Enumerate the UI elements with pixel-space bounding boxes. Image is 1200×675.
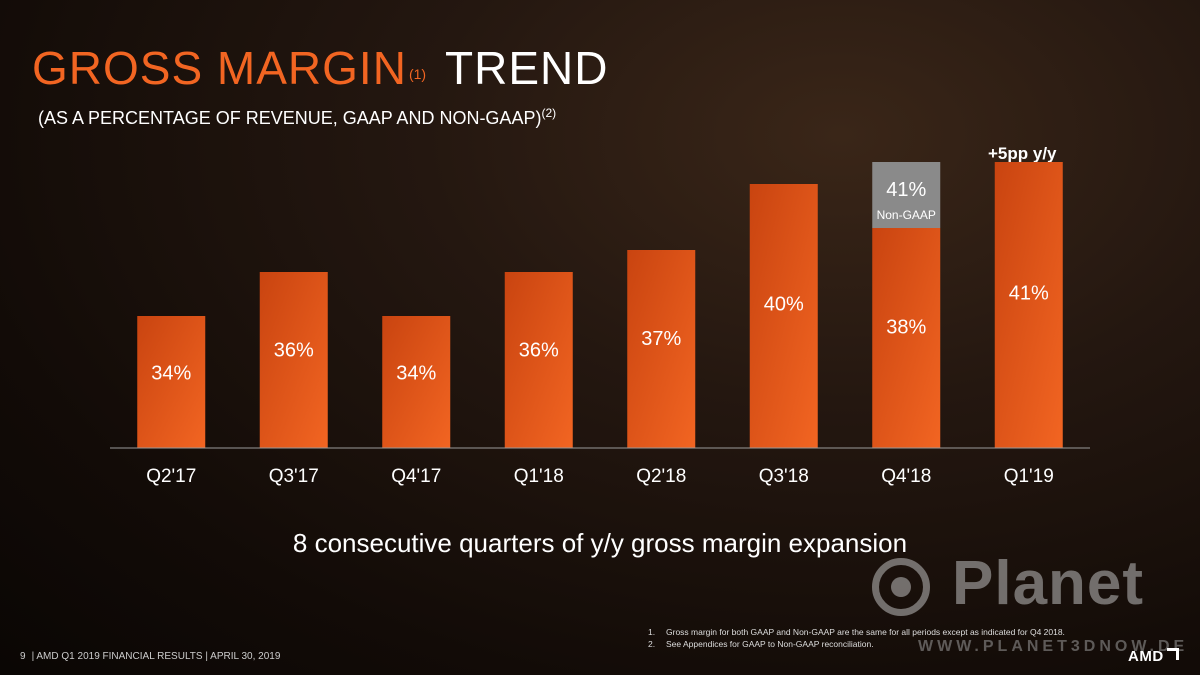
x-tick-label: Q3'17 xyxy=(269,466,319,487)
page-number: 9 xyxy=(20,651,26,662)
footnotes: 1. Gross margin for both GAAP and Non-GAA… xyxy=(648,626,1065,650)
bar-Q2'18 xyxy=(627,250,696,448)
tagline: 8 consecutive quarters of y/y gross marg… xyxy=(292,528,908,558)
title-accent: GROSS MARGIN xyxy=(32,42,407,94)
x-tick-label: Q3'18 xyxy=(759,466,809,487)
watermark: Planet WWW.PLANET3DNOW.DE xyxy=(868,549,1188,655)
subtitle-text: (AS A PERCENTAGE OF REVENUE, GAAP AND NO… xyxy=(38,108,542,128)
footer-text: | AMD Q1 2019 FINANCIAL RESULTS | APRIL … xyxy=(31,651,281,662)
x-tick-label: Q2'18 xyxy=(636,466,686,487)
page-subtitle: (AS A PERCENTAGE OF REVENUE, GAAP AND NO… xyxy=(38,106,556,129)
footnote-1: 1. Gross margin for both GAAP and Non-GAA… xyxy=(648,627,1065,637)
yoy-callout: +5pp y/y xyxy=(988,144,1057,163)
bar-Q3'17 xyxy=(259,272,328,448)
bar-Q4'17 xyxy=(382,316,451,448)
bar-value-label: 34% xyxy=(396,362,436,384)
footnote-2: 2. See Appendices for GAAP to Non-GAAP re… xyxy=(648,639,874,649)
bar-value-label: 41% xyxy=(1009,282,1049,304)
watermark-url: WWW.PLANET3DNOW.DE xyxy=(918,638,1189,655)
bar-Q4'18 xyxy=(872,228,941,448)
bar-value-label: 37% xyxy=(641,328,681,350)
bar-value-label: 36% xyxy=(519,339,559,361)
bar-Q1'19 xyxy=(994,162,1063,448)
bar-value-label: 40% xyxy=(764,294,804,316)
bar-Q3'18 xyxy=(749,184,818,448)
planet-logo-icon xyxy=(872,558,930,616)
x-tick-label: Q4'18 xyxy=(881,466,931,487)
page-title: GROSS MARGIN (1) TREND xyxy=(32,40,608,96)
x-tick-label: Q4'17 xyxy=(391,466,441,487)
watermark-name: Planet xyxy=(952,549,1145,618)
amd-arrow-icon xyxy=(1166,648,1179,660)
bar-value-label: 38% xyxy=(886,317,926,339)
subtitle-footnote-marker: (2) xyxy=(541,106,557,120)
bar-Q1'18 xyxy=(504,272,573,448)
bar-value-label: 36% xyxy=(274,339,314,361)
bar-Q2'17 xyxy=(137,316,206,448)
amd-logo: AMD xyxy=(1128,648,1179,665)
title-rest: TREND xyxy=(445,42,609,94)
overlay-value-label: 41% xyxy=(886,179,926,201)
title-footnote-marker: (1) xyxy=(408,66,427,82)
bar-value-label: 34% xyxy=(151,362,191,384)
bar-overlay-non-gaap xyxy=(872,162,941,228)
x-tick-label: Q2'17 xyxy=(146,466,196,487)
slide-footer: 9 | AMD Q1 2019 FINANCIAL RESULTS | APRIL… xyxy=(20,651,280,662)
x-tick-label: Q1'18 xyxy=(514,466,564,487)
x-tick-label: Q1'19 xyxy=(1004,466,1054,487)
overlay-series-label: Non-GAAP xyxy=(877,208,936,222)
